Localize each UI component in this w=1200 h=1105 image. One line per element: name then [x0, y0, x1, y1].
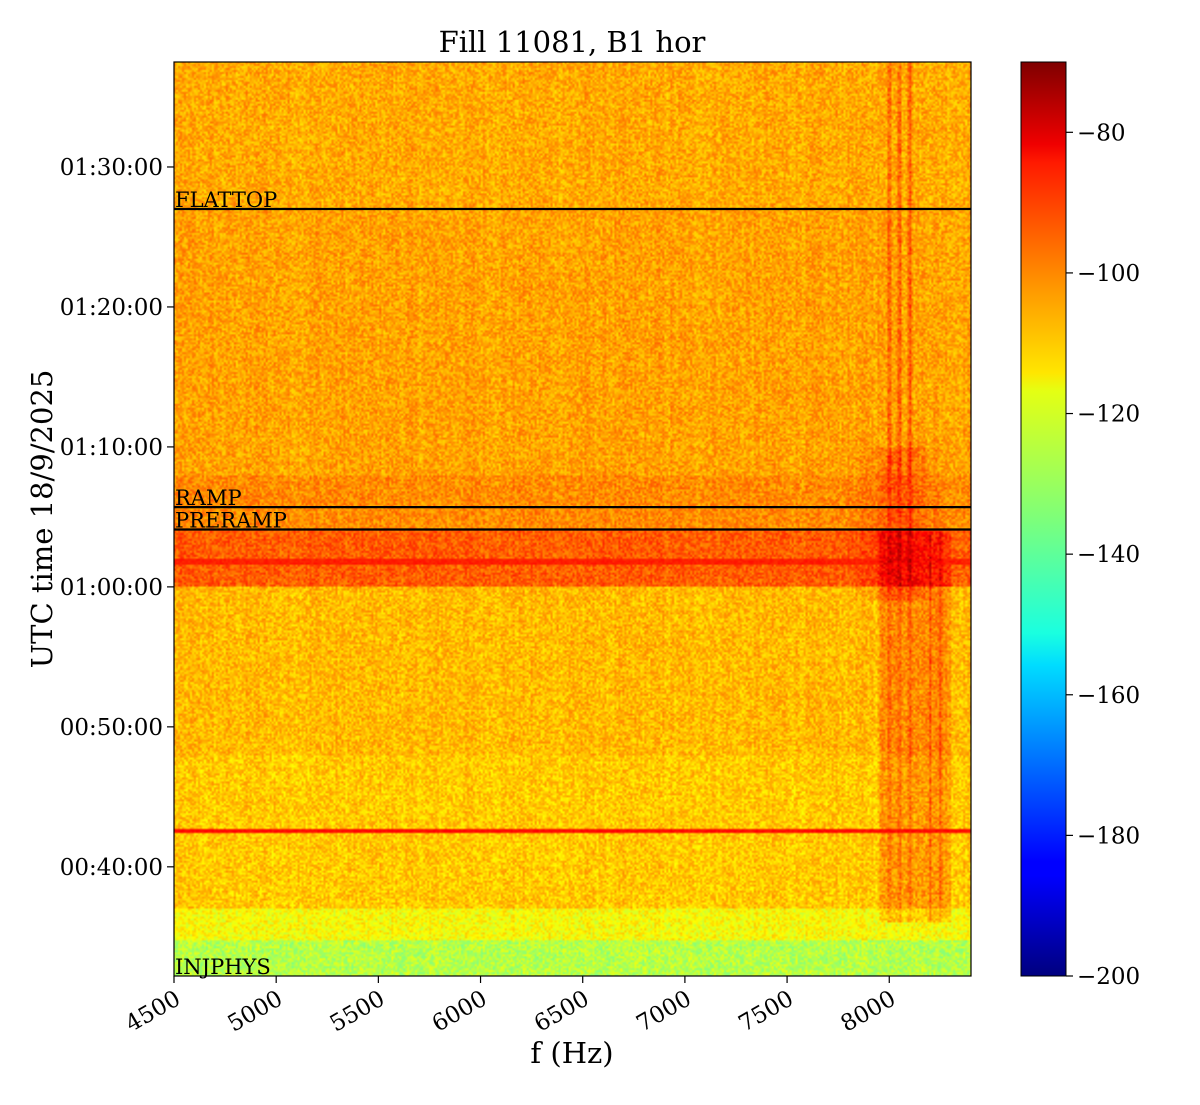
- spectrogram-image: [174, 62, 971, 976]
- x-axis: 4500 5000 5500 6000 6500 7000 7500 8000: [121, 976, 900, 1037]
- colorbar-tick-label: −180: [1077, 823, 1140, 849]
- colorbar-tick-label: −100: [1077, 261, 1140, 287]
- y-tick-label: 00:40:00: [60, 855, 163, 881]
- x-tick-label: 4500: [121, 986, 185, 1038]
- x-tick-label: 6500: [530, 986, 594, 1038]
- y-tick-label: 01:10:00: [60, 435, 163, 461]
- x-tick-label: 5000: [223, 986, 287, 1038]
- colorbar-tick-label: −160: [1077, 683, 1140, 709]
- chart-title: Fill 11081, B1 hor: [439, 25, 706, 59]
- colorbar: −80 −100 −120 −140 −160 −180 −200: [1020, 61, 1140, 990]
- colorbar-gradient: [1020, 61, 1067, 977]
- phase-label: RAMP: [175, 486, 242, 510]
- phase-label: INJPHYS: [175, 955, 271, 979]
- y-tick-label: 01:30:00: [60, 155, 163, 181]
- colorbar-tick-label: −200: [1077, 964, 1140, 990]
- y-tick-label: 01:00:00: [60, 575, 163, 601]
- x-tick-label: 7000: [632, 986, 696, 1038]
- x-axis-label: f (Hz): [530, 1036, 613, 1070]
- colorbar-tick-label: −80: [1077, 120, 1126, 146]
- y-axis-label: UTC time 18/9/2025: [25, 370, 59, 669]
- y-tick-label: 01:20:00: [60, 295, 163, 321]
- phase-label: FLATTOP: [175, 188, 277, 212]
- x-tick-label: 7500: [734, 986, 798, 1038]
- colorbar-tick-label: −140: [1077, 542, 1140, 568]
- y-tick-label: 00:50:00: [60, 715, 163, 741]
- x-tick-label: 5500: [326, 986, 390, 1038]
- plot-frame: [173, 61, 972, 977]
- y-axis: 00:40:00 00:50:00 01:00:00 01:10:00 01:20:00…: [60, 155, 174, 881]
- plot-area: [174, 62, 971, 976]
- x-tick-label: 6000: [428, 986, 492, 1038]
- colorbar-ticks: −80 −100 −120 −140 −160 −180 −200: [1066, 120, 1140, 990]
- colorbar-tick-label: −120: [1077, 402, 1140, 428]
- x-tick-label: 8000: [837, 986, 901, 1038]
- phase-label: PRERAMP: [175, 508, 287, 532]
